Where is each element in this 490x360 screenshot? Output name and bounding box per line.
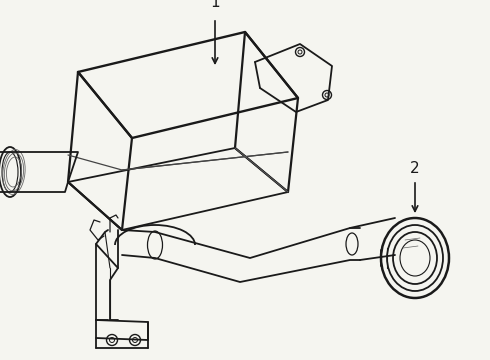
Text: 1: 1 bbox=[210, 0, 220, 10]
Text: 2: 2 bbox=[410, 161, 420, 176]
